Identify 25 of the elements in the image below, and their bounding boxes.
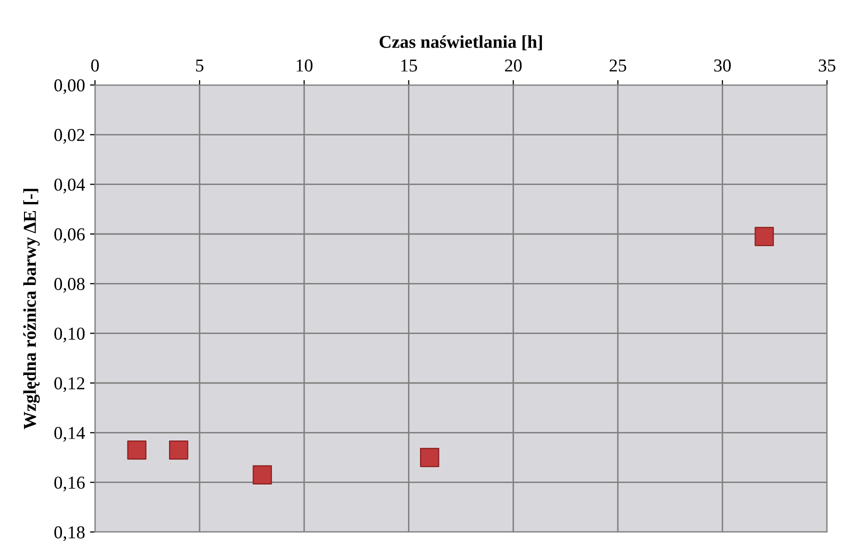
y-tick-label: 0,10 [54, 328, 85, 342]
y-axis-title: Względna różnica barwy ΔE [-] [23, 188, 40, 430]
point [127, 440, 146, 460]
y-tick-label: 0,12 [54, 377, 84, 392]
point [420, 448, 440, 468]
x-tick-label: 10 [296, 59, 312, 72]
y-tick-label: 0,14 [54, 426, 85, 442]
x-axis-title: Czas naświetlania [h] [380, 35, 542, 50]
x-tick-label: 0 [91, 59, 99, 72]
x-tick-label: 15 [401, 60, 418, 72]
point [169, 440, 188, 460]
x-tick-label: 25 [610, 59, 626, 72]
y-tick-label: 0,06 [54, 228, 85, 244]
x-tick-label: 30 [714, 59, 731, 72]
y-tick-label: 0,02 [54, 128, 84, 144]
y-tick-label: 0,08 [54, 278, 85, 293]
x-tick-label: 35 [818, 59, 836, 72]
y-tick-label: 0,04 [54, 178, 85, 194]
point [754, 226, 774, 246]
y-tick-label: 0,00 [54, 79, 85, 94]
y-tick-label: 0,16 [54, 476, 85, 492]
x-tick-label: 20 [505, 59, 522, 72]
x-tick-label: 5 [196, 60, 204, 72]
point [252, 465, 272, 484]
y-tick-label: 0,18 [54, 526, 85, 542]
